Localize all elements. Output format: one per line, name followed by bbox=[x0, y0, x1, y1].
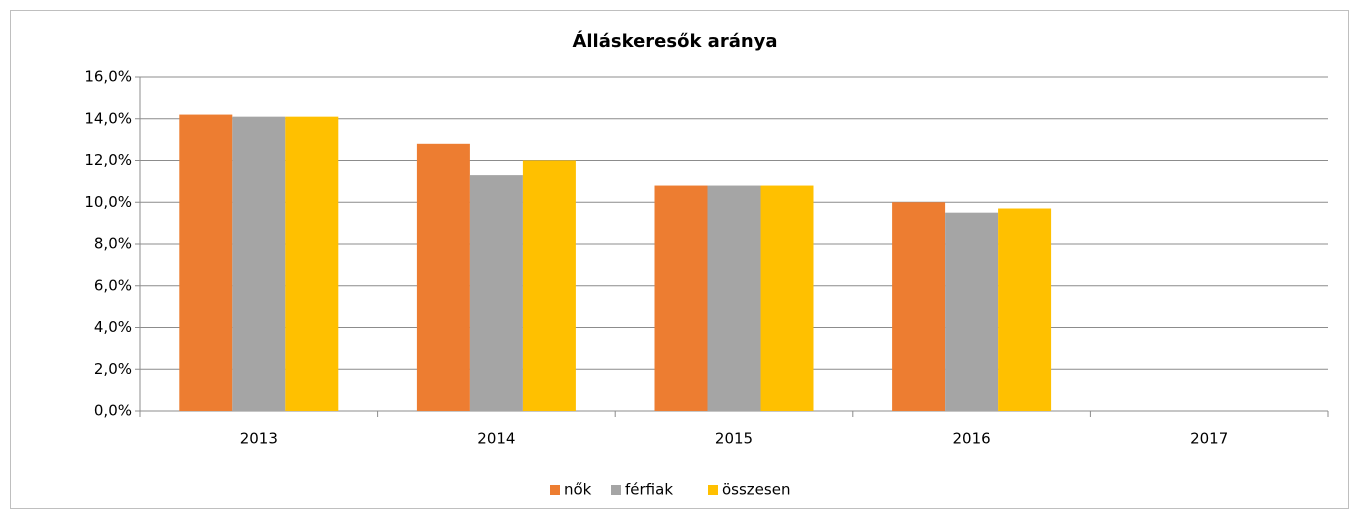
bar bbox=[654, 185, 708, 411]
legend-swatch bbox=[550, 485, 560, 495]
bar bbox=[760, 185, 814, 411]
bar bbox=[469, 175, 523, 411]
legend-label: nők bbox=[564, 481, 592, 499]
bar bbox=[232, 116, 286, 411]
bar bbox=[416, 143, 470, 412]
y-tick-label: 12,0% bbox=[84, 151, 132, 169]
bar bbox=[707, 185, 761, 411]
y-tick-label: 14,0% bbox=[84, 109, 132, 127]
x-tick-label: 2014 bbox=[477, 430, 515, 448]
legend-swatch bbox=[708, 485, 718, 495]
y-tick-label: 4,0% bbox=[94, 318, 132, 336]
y-tick-label: 2,0% bbox=[94, 360, 132, 378]
bar bbox=[179, 114, 233, 411]
x-tick-label: 2015 bbox=[715, 430, 753, 448]
legend-label: összesen bbox=[722, 481, 790, 499]
x-tick-label: 2017 bbox=[1190, 430, 1228, 448]
chart-title: Álláskeresők aránya bbox=[572, 30, 777, 52]
x-tick-label: 2013 bbox=[240, 430, 278, 448]
bar bbox=[945, 212, 999, 411]
y-tick-label: 8,0% bbox=[94, 235, 132, 253]
legend-label: férfiak bbox=[625, 481, 673, 499]
bar bbox=[285, 116, 339, 411]
legend-swatch bbox=[611, 485, 621, 495]
bar bbox=[892, 202, 946, 411]
x-tick-label: 2016 bbox=[953, 430, 991, 448]
bar bbox=[998, 208, 1052, 411]
y-tick-label: 16,0% bbox=[84, 68, 132, 86]
y-tick-label: 0,0% bbox=[94, 402, 132, 420]
y-tick-label: 6,0% bbox=[94, 276, 132, 294]
y-tick-label: 10,0% bbox=[84, 193, 132, 211]
bar bbox=[522, 160, 576, 411]
